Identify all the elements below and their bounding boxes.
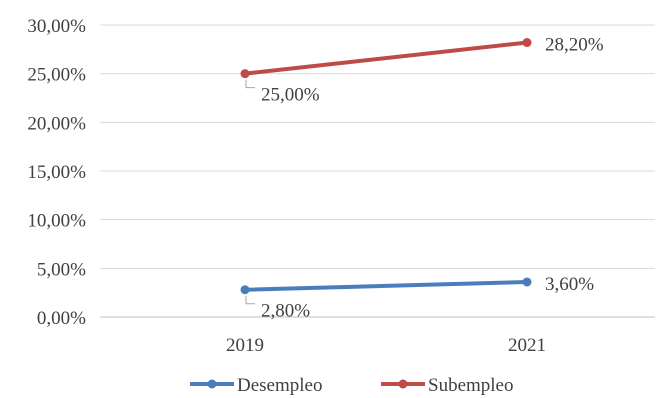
y-axis-tick-labels: 0,00% 5,00% 10,00% 15,00% 20,00% 25,00% 30,00% (27, 16, 86, 329)
legend-label-subempleo: Subempleo (428, 375, 514, 396)
data-point-subempleo (240, 69, 250, 79)
series-layer (240, 38, 532, 295)
legend-marker-desempleo (207, 379, 217, 389)
y-tick-label: 5,00% (37, 259, 86, 280)
series-line-desempleo (243, 279, 529, 292)
y-tick-label: 20,00% (27, 113, 86, 134)
y-tick-label: 15,00% (27, 162, 86, 183)
legend-marker-subempleo (398, 379, 408, 389)
data-point-desempleo (522, 277, 532, 287)
data-label-subempleo: 25,00% (261, 85, 320, 106)
data-label-subempleo: 28,20% (545, 35, 604, 56)
y-tick-label: 30,00% (27, 16, 86, 37)
gridlines (100, 24, 655, 318)
label-leader-line (245, 295, 255, 305)
data-label-desempleo: 3,60% (545, 274, 594, 295)
x-tick-label: 2019 (226, 335, 264, 356)
data-point-desempleo (240, 285, 250, 295)
label-leader-line (245, 79, 255, 89)
data-label-desempleo: 2,80% (261, 301, 310, 322)
y-tick-label: 0,00% (37, 308, 86, 329)
data-point-subempleo (522, 38, 532, 48)
legend: Desempleo Subempleo (190, 375, 514, 396)
legend-label-desempleo: Desempleo (237, 375, 322, 396)
y-tick-label: 10,00% (27, 211, 86, 232)
x-tick-label: 2021 (508, 335, 546, 356)
series-line-subempleo (243, 40, 529, 76)
x-axis-tick-labels: 2019 2021 (226, 335, 546, 356)
data-labels: 2,80% 3,60% 25,00% 28,20% (245, 35, 604, 322)
y-tick-label: 25,00% (27, 65, 86, 86)
